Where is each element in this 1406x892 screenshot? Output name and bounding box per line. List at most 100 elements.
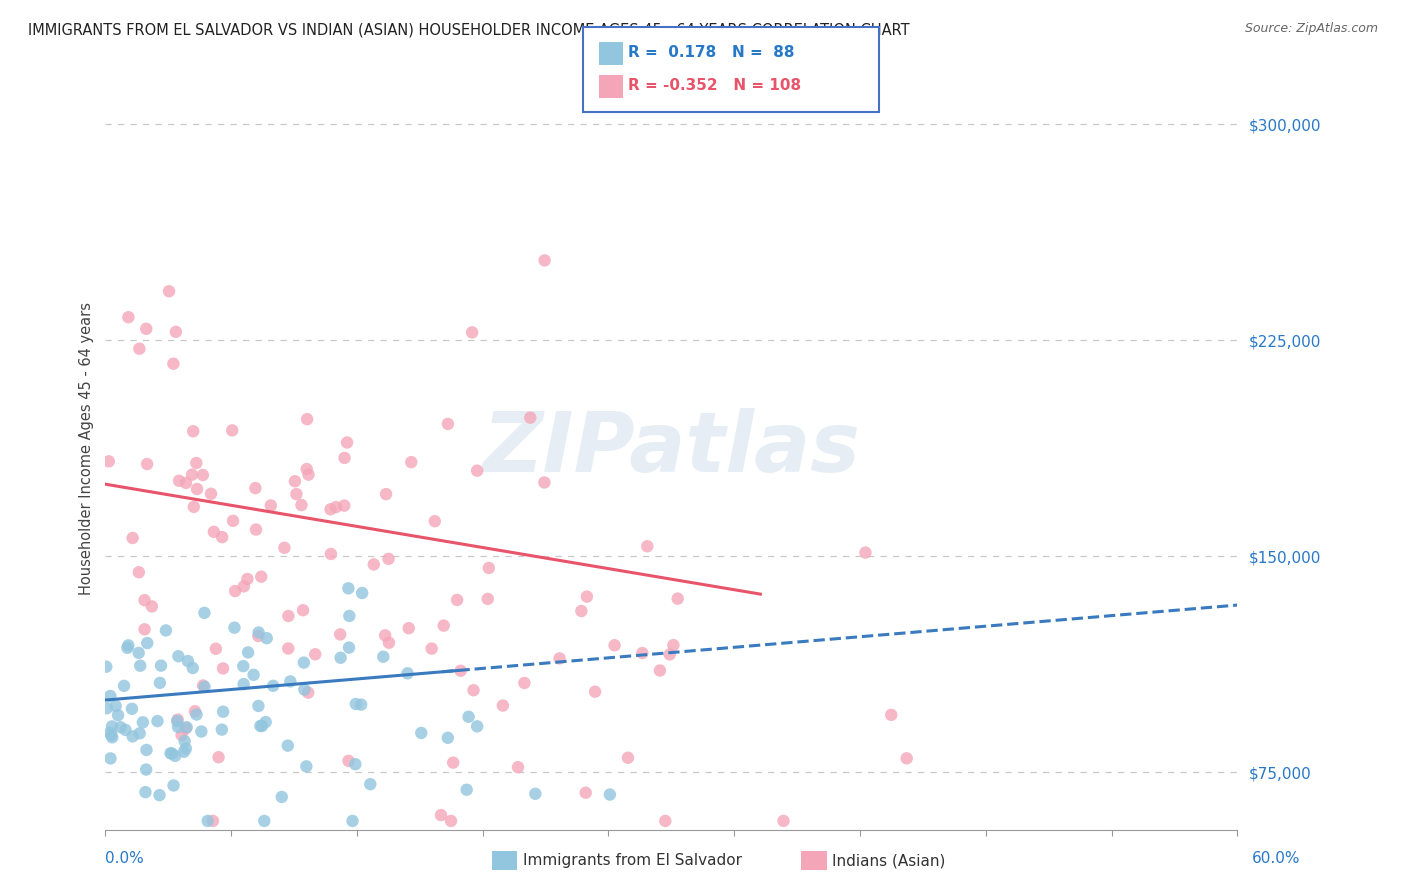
Point [162,779,184,793]
Point [533,475,555,490]
Point [148,788,170,802]
Point [155,624,177,638]
Point [295,412,318,426]
Point [193,680,215,694]
Point [662,638,685,652]
Point [256,631,278,645]
Point [253,814,276,828]
Point [200,487,222,501]
Point [166,714,188,728]
Point [631,646,654,660]
Point [477,591,499,606]
Point [167,474,190,488]
Point [336,435,359,450]
Point [250,570,273,584]
Point [373,649,395,664]
Text: R =  0.178   N =  88: R = 0.178 N = 88 [628,45,794,60]
Point [456,782,478,797]
Point [242,668,264,682]
Point [134,623,156,637]
Point [374,628,396,642]
Point [304,647,326,661]
Point [270,789,292,804]
Point [295,759,318,773]
Point [211,530,233,544]
Point [319,547,342,561]
Point [174,741,197,756]
Point [329,650,352,665]
Point [440,814,463,828]
Point [548,651,571,665]
Point [181,661,204,675]
Point [337,609,360,624]
Point [186,707,208,722]
Point [333,450,356,465]
Point [297,467,319,482]
Point [201,814,224,828]
Point [211,723,233,737]
Point [150,658,173,673]
Point [896,751,918,765]
Point [117,639,139,653]
Point [463,683,485,698]
Point [136,457,159,471]
Point [159,747,181,761]
Point [121,702,143,716]
Point [176,720,198,734]
Point [96,659,118,673]
Point [519,410,541,425]
Point [636,539,658,553]
Point [135,743,157,757]
Point [205,641,228,656]
Point [177,654,200,668]
Point [478,561,501,575]
Point [363,558,385,572]
Point [247,625,270,640]
Point [184,704,207,718]
Point [492,698,515,713]
Point [165,325,187,339]
Point [134,785,156,799]
Point [186,456,208,470]
Point [98,725,121,739]
Point [450,664,472,678]
Point [174,722,197,736]
Point [250,719,273,733]
Point [337,754,360,768]
Point [294,682,316,697]
Point [423,514,446,528]
Point [174,475,197,490]
Point [377,551,399,566]
Point [136,636,159,650]
Point [160,747,183,761]
Point [396,666,419,681]
Point [100,728,122,742]
Point [128,726,150,740]
Point [117,310,139,325]
Point [224,584,246,599]
Point [262,679,284,693]
Point [297,685,319,699]
Point [207,750,229,764]
Point [121,531,143,545]
Point [181,424,204,438]
Point [98,689,121,703]
Point [375,487,398,501]
Text: ZIPatlas: ZIPatlas [482,408,860,489]
Point [603,638,626,652]
Point [465,464,488,478]
Point [273,541,295,555]
Point [352,586,374,600]
Point [132,715,155,730]
Point [337,640,360,655]
Point [173,745,195,759]
Point [533,253,555,268]
Point [575,786,598,800]
Point [166,713,188,727]
Point [232,579,254,593]
Point [457,710,479,724]
Point [285,487,308,501]
Point [344,757,367,772]
Text: 60.0%: 60.0% [1253,851,1301,865]
Point [401,455,423,469]
